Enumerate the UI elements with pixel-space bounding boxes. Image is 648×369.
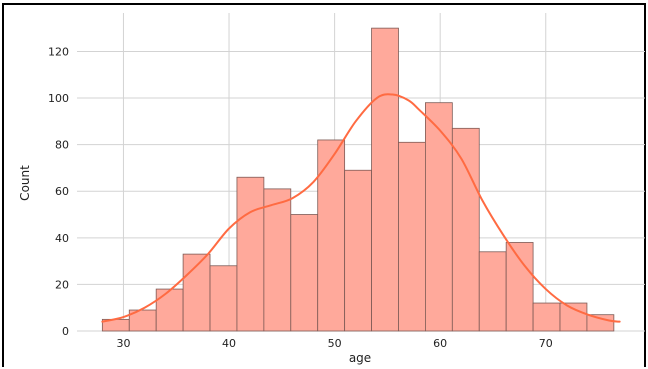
y-tick-label: 0: [62, 325, 69, 338]
age-histogram-chart: 30 40 50 60 70 0 20 40 60 80 100 120 age Count: [18, 13, 645, 365]
x-tick-label: 50: [328, 337, 342, 350]
x-tick-label: 60: [433, 337, 447, 350]
histogram-bar: [451, 127, 480, 332]
histogram-bar: [209, 265, 238, 332]
y-tick-label: 40: [55, 232, 69, 245]
histogram-bar: [586, 314, 615, 332]
y-axis-label: Count: [18, 165, 32, 201]
x-tick-label: 40: [222, 337, 236, 350]
x-tick-label: 30: [116, 337, 130, 350]
kde-curve-group: [101, 93, 621, 323]
histogram-bar: [559, 302, 588, 332]
x-tick-label: 70: [539, 337, 553, 350]
x-axis-label: age: [349, 351, 371, 365]
histogram-bar: [532, 302, 561, 332]
histogram-bar: [236, 176, 265, 332]
kde-line: [101, 93, 621, 323]
y-tick-labels: 0 20 40 60 80 100 120: [48, 45, 69, 338]
histogram-bar: [290, 214, 319, 332]
y-tick-label: 120: [48, 45, 69, 58]
chart-frame: 30 40 50 60 70 0 20 40 60 80 100 120 age Count: [2, 3, 646, 367]
y-tick-label: 60: [55, 185, 69, 198]
histogram-bar: [478, 251, 507, 332]
y-tick-label: 100: [48, 92, 69, 105]
y-tick-label: 80: [55, 139, 69, 152]
histogram-bar: [317, 139, 346, 332]
histogram-bar: [425, 102, 453, 332]
histogram-bar: [398, 141, 426, 332]
histogram-bar: [263, 188, 292, 332]
y-tick-label: 20: [55, 278, 69, 291]
histogram-bar: [155, 288, 184, 332]
histogram-bar: [505, 242, 534, 332]
histogram-bar: [371, 27, 399, 332]
histogram-bars: [101, 27, 615, 332]
x-tick-labels: 30 40 50 60 70: [116, 337, 552, 350]
histogram-bar: [344, 169, 372, 332]
